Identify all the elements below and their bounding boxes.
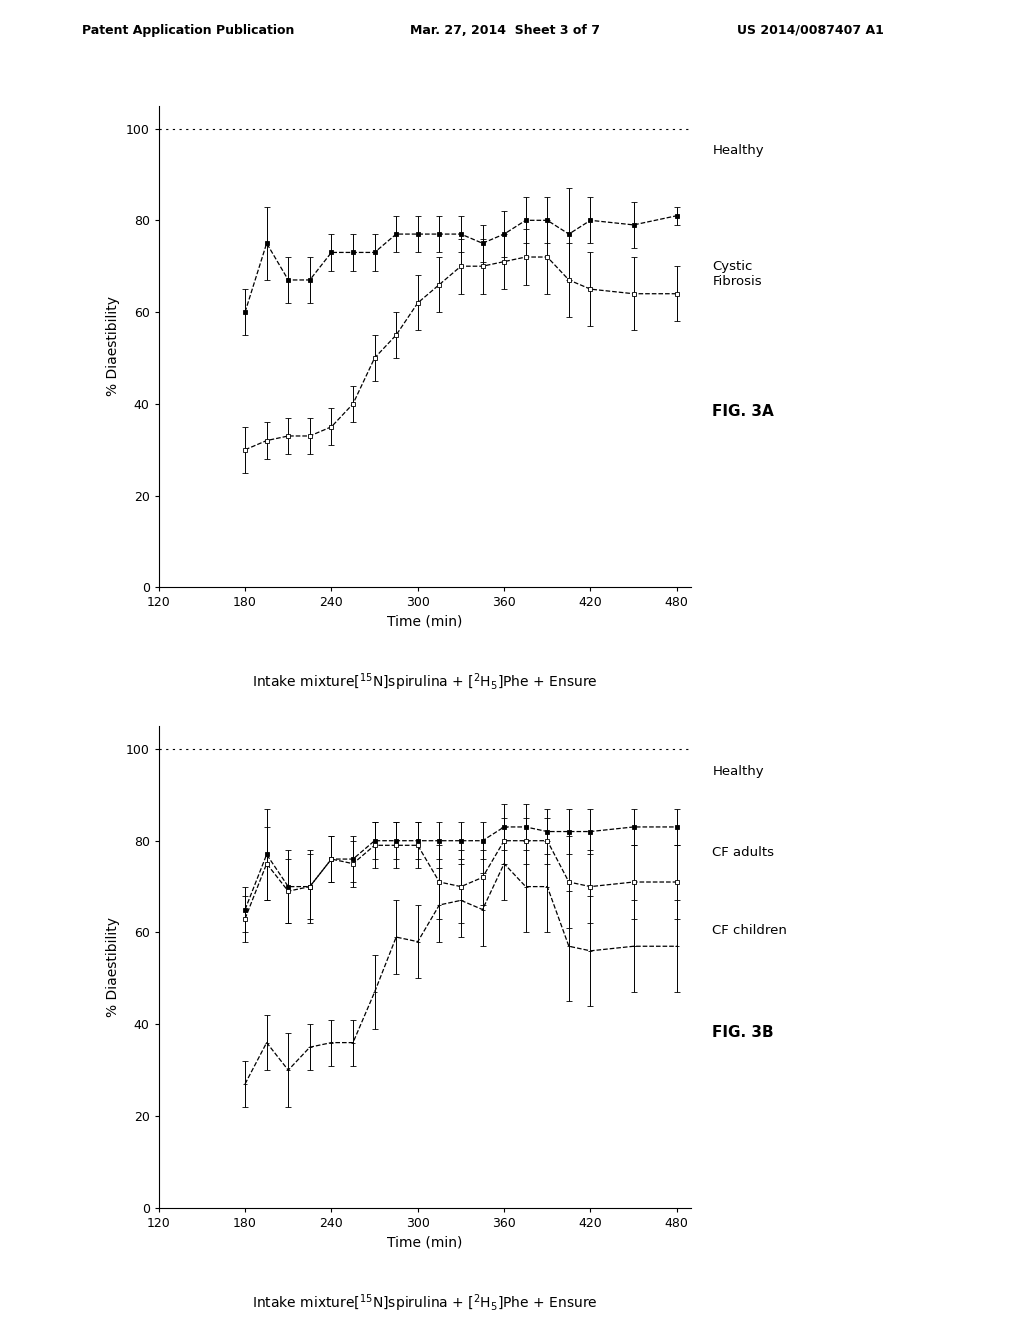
Y-axis label: % Diaestibility: % Diaestibility — [106, 917, 120, 1016]
Text: Healthy: Healthy — [713, 764, 764, 777]
Text: Mar. 27, 2014  Sheet 3 of 7: Mar. 27, 2014 Sheet 3 of 7 — [410, 24, 600, 37]
Text: Patent Application Publication: Patent Application Publication — [82, 24, 294, 37]
Text: CF adults: CF adults — [713, 846, 774, 859]
Text: US 2014/0087407 A1: US 2014/0087407 A1 — [737, 24, 884, 37]
Text: FIG. 3B: FIG. 3B — [713, 1024, 774, 1040]
Text: Healthy: Healthy — [713, 144, 764, 157]
X-axis label: Time (min): Time (min) — [387, 615, 463, 630]
Text: Intake mixture[$^{15}$N]spirulina + [$^{2}$H$_5$]Phe + Ensure: Intake mixture[$^{15}$N]spirulina + [$^{… — [252, 672, 598, 693]
Y-axis label: % Diaestibility: % Diaestibility — [106, 297, 120, 396]
X-axis label: Time (min): Time (min) — [387, 1236, 463, 1250]
Text: CF children: CF children — [713, 924, 787, 936]
Text: Cystic
Fibrosis: Cystic Fibrosis — [713, 260, 762, 288]
Text: Intake mixture[$^{15}$N]spirulina + [$^{2}$H$_5$]Phe + Ensure: Intake mixture[$^{15}$N]spirulina + [$^{… — [252, 1292, 598, 1313]
Text: FIG. 3A: FIG. 3A — [713, 404, 774, 420]
